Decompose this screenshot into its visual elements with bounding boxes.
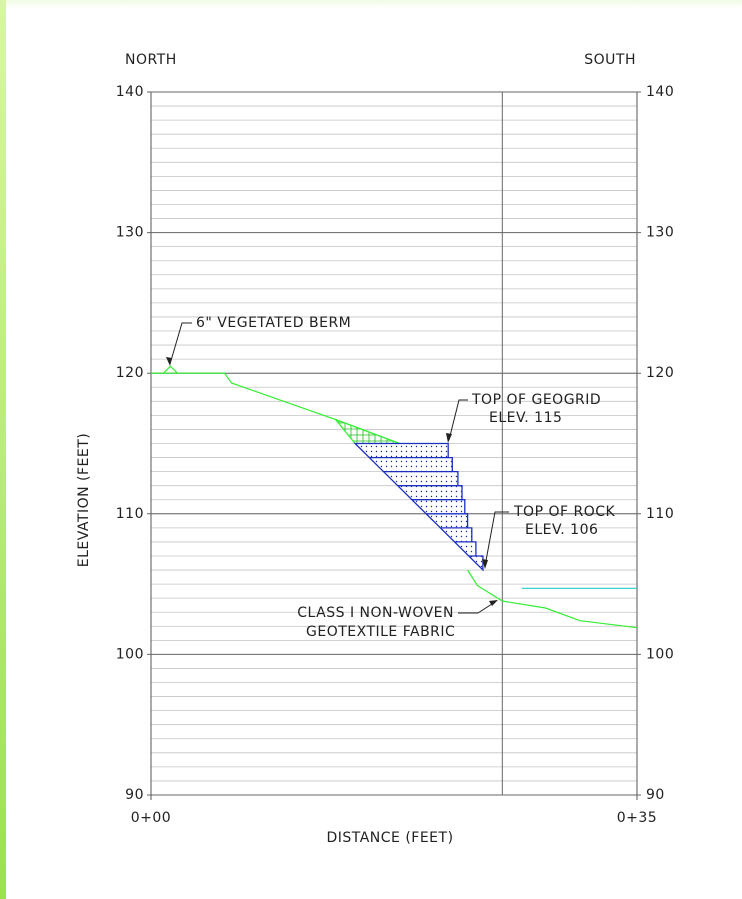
y-tick-label: 90	[125, 787, 144, 803]
annotation: 6" VEGETATED BERM	[196, 315, 351, 331]
annotation: GEOTEXTILE FABRIC	[306, 624, 455, 640]
y-tick-label: 110	[116, 506, 144, 522]
y-tick-label-right: 140	[646, 84, 674, 100]
north-label: NORTH	[125, 52, 177, 68]
y-tick-label: 120	[116, 365, 144, 381]
y-tick-label-right: 100	[646, 646, 674, 662]
y-tick-label-right: 130	[646, 225, 674, 241]
annotation: TOP OF GEOGRID	[471, 392, 601, 408]
y-axis-label: ELEVATION (FEET)	[76, 433, 92, 568]
y-tick-label-right: 90	[646, 787, 665, 803]
x-axis-label: DISTANCE (FEET)	[326, 830, 453, 846]
leader	[485, 512, 509, 566]
annotation: TOP OF ROCK	[513, 504, 616, 520]
arrow	[166, 357, 172, 366]
south-label: SOUTH	[584, 52, 636, 68]
leader	[170, 323, 192, 364]
section-area	[336, 420, 400, 444]
drawing: NORTH SOUTH DISTANCE (FEET) ELEVATION (F…	[0, 0, 742, 899]
annotation: ELEV. 115	[489, 410, 562, 426]
y-tick-label: 130	[116, 225, 144, 241]
x-tick-label: 0+00	[131, 810, 171, 826]
section-line	[164, 366, 178, 373]
section-line	[468, 570, 637, 628]
annotation: CLASS I NON-WOVEN	[297, 605, 454, 621]
y-tick-label-right: 120	[646, 365, 674, 381]
y-tick-label: 100	[116, 646, 144, 662]
page: {"chart_data": {"type": "line", "left_la…	[0, 0, 742, 899]
section-area	[355, 444, 483, 571]
y-tick-label: 140	[116, 84, 144, 100]
arrow	[446, 433, 452, 443]
y-tick-label-right: 110	[646, 506, 674, 522]
annotation: ELEV. 106	[525, 522, 598, 538]
leader	[458, 602, 495, 613]
x-tick-label: 0+35	[617, 810, 657, 826]
